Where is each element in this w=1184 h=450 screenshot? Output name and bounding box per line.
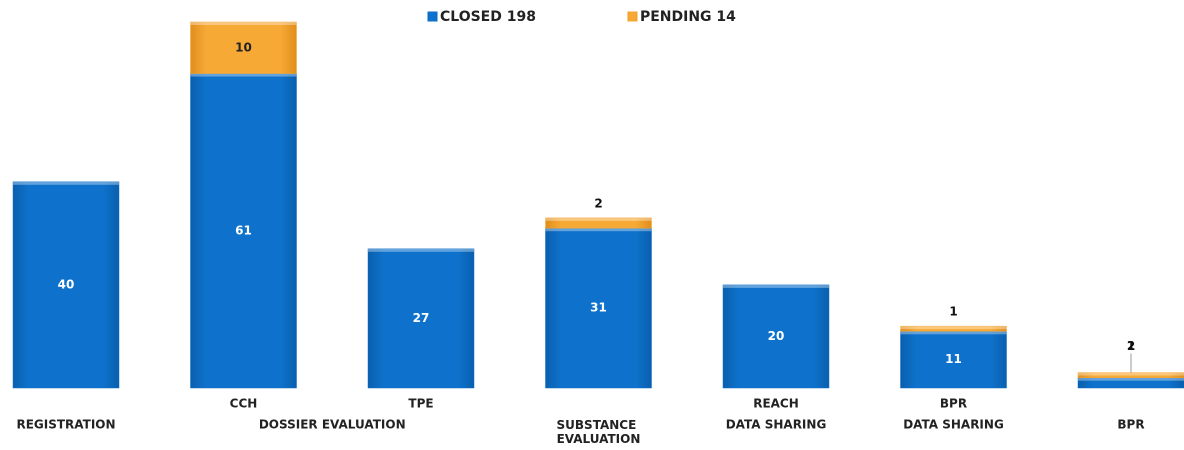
legend-label: CLOSED 198 <box>440 9 536 25</box>
data-label: 1 <box>949 305 957 319</box>
group-label: REGISTRATION <box>16 418 115 432</box>
group-label: BPR <box>1117 418 1144 432</box>
data-label: 31 <box>590 301 607 315</box>
data-label: 40 <box>58 277 75 291</box>
legend-swatch <box>627 11 638 22</box>
bar-highlight <box>190 22 297 25</box>
bar-highlight <box>1078 372 1184 376</box>
group-label: DATA SHARING <box>903 418 1004 432</box>
bar-highlight <box>368 248 474 252</box>
bar-segment <box>12 181 120 389</box>
category-label: TPE <box>408 397 433 411</box>
category-label: BPR <box>940 397 967 411</box>
bar-segment <box>900 325 1007 332</box>
bar-highlight <box>545 228 652 232</box>
data-label: 61 <box>235 223 252 237</box>
legend-label: PENDING 14 <box>640 9 736 25</box>
group-label: DATA SHARING <box>726 418 827 432</box>
bar-highlight <box>13 181 119 185</box>
bar-highlight <box>1078 377 1184 381</box>
data-label: 20 <box>768 329 785 343</box>
bar-segment <box>900 331 1007 389</box>
bar-segment <box>190 73 297 389</box>
data-label: 27 <box>413 311 430 325</box>
legend-swatch <box>427 11 438 22</box>
data-label: 1 <box>1127 339 1135 353</box>
data-label: 10 <box>235 40 252 54</box>
bar-highlight <box>900 331 1007 335</box>
bar-highlight <box>545 217 652 221</box>
bar-segment <box>367 248 475 389</box>
bar-segment <box>722 284 830 389</box>
bar-segment <box>545 227 652 389</box>
group-label: SUBSTANCE EVALUATION <box>557 418 641 446</box>
bar-highlight <box>900 326 1007 330</box>
bar-segment <box>190 21 297 74</box>
bar-highlight <box>723 284 829 288</box>
data-label: 11 <box>945 352 962 366</box>
bar-segment <box>545 217 652 229</box>
group-label: DOSSIER EVALUATION <box>259 418 406 432</box>
data-label: 2 <box>594 196 602 210</box>
category-label: REACH <box>753 397 799 411</box>
category-label: CCH <box>230 397 258 411</box>
bar-highlight <box>190 73 297 77</box>
data-label: 2 <box>1127 339 1135 353</box>
